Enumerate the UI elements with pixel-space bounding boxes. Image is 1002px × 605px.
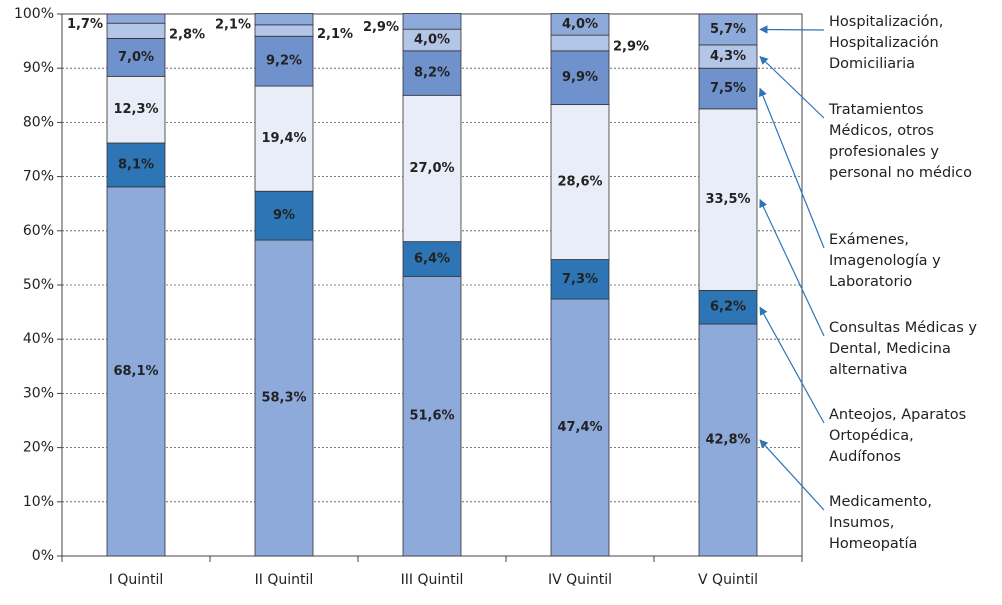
value-label: 1,7% — [67, 17, 103, 32]
bar-segment — [106, 75, 166, 144]
bar-segment — [550, 34, 610, 52]
y-tick-label: 90% — [23, 60, 54, 76]
bar-segment — [106, 186, 166, 557]
bar-segment — [550, 13, 610, 36]
value-label: 2,1% — [215, 18, 251, 33]
value-label: 9% — [273, 208, 295, 223]
x-tick-label: III Quintil — [401, 572, 464, 588]
y-tick-label: 0% — [32, 548, 54, 564]
y-tick-label: 60% — [23, 223, 54, 239]
bar-segment — [106, 37, 166, 77]
bar-segment — [402, 241, 462, 277]
legend-label: Consultas Médicas y Dental, Medicina alt… — [829, 320, 977, 378]
value-label: 9,2% — [266, 54, 302, 69]
legend-label: Exámenes, Imagenología y Laboratorio — [829, 232, 941, 290]
y-tick-label: 40% — [23, 331, 54, 347]
value-label: 2,9% — [363, 20, 399, 35]
bar-segment — [254, 35, 314, 87]
value-label: 2,9% — [613, 39, 649, 54]
bar-segment — [254, 24, 314, 37]
bar-segment — [698, 13, 758, 46]
value-label: 9,9% — [562, 70, 598, 85]
bar-segment — [550, 104, 610, 260]
y-tick-label: 100% — [14, 6, 54, 22]
value-label: 7,0% — [118, 50, 154, 65]
value-label: 51,6% — [409, 409, 454, 424]
bar-segment — [402, 13, 462, 30]
value-label: 7,5% — [710, 81, 746, 96]
bar-segment — [402, 94, 462, 243]
bar-segment — [254, 85, 314, 192]
value-label: 4,0% — [562, 17, 598, 32]
x-tick-label: II Quintil — [255, 572, 314, 588]
x-tick-label: V Quintil — [698, 572, 758, 588]
bar-segment — [254, 190, 314, 241]
value-label: 58,3% — [261, 391, 306, 406]
value-label: 12,3% — [113, 102, 158, 117]
legend-label: Tratamientos Médicos, otros profesionale… — [829, 102, 973, 181]
legend-arrow — [759, 439, 825, 511]
value-label: 5,7% — [710, 22, 746, 37]
y-tick-label: 70% — [23, 169, 54, 185]
x-tick-label: I Quintil — [109, 572, 164, 588]
value-label: 4,0% — [414, 33, 450, 48]
value-label: 8,1% — [118, 157, 154, 172]
y-tick-label: 30% — [23, 385, 54, 401]
y-tick-label: 20% — [23, 440, 54, 456]
bar-segment — [402, 275, 462, 557]
legend-arrow — [759, 306, 825, 424]
value-label: 6,4% — [414, 251, 450, 266]
value-label: 2,8% — [169, 27, 205, 42]
value-label: 2,1% — [317, 27, 353, 42]
bar-segment — [698, 290, 758, 325]
value-label: 8,2% — [414, 66, 450, 81]
bar-segment — [402, 50, 462, 96]
value-label: 4,3% — [710, 49, 746, 64]
legend-arrow — [759, 198, 825, 337]
bar-segment — [698, 323, 758, 557]
value-label: 6,2% — [710, 300, 746, 315]
bar-segment — [254, 239, 314, 557]
value-label: 68,1% — [113, 364, 158, 379]
value-label: 28,6% — [557, 175, 602, 190]
x-tick-label: IV Quintil — [548, 572, 612, 588]
value-label: 33,5% — [705, 192, 750, 207]
bar-segment — [254, 13, 314, 26]
legend-arrow — [759, 25, 825, 34]
y-tick-label: 80% — [23, 114, 54, 130]
legend-arrow — [759, 55, 825, 119]
bar-segment — [550, 298, 610, 557]
bar-segment — [106, 13, 166, 24]
legend-arrow — [758, 87, 825, 249]
bar-segment — [106, 142, 166, 188]
value-label: 27,0% — [409, 161, 454, 176]
legend-label: Anteojos, Aparatos Ortopédica, Audífonos — [829, 407, 967, 465]
bar-segment — [698, 67, 758, 110]
value-label: 19,4% — [261, 131, 306, 146]
legend-label: Medicamento, Insumos, Homeopatía — [829, 494, 932, 552]
value-label: 7,3% — [562, 272, 598, 287]
value-label: 42,8% — [705, 433, 750, 448]
y-tick-label: 50% — [23, 277, 54, 293]
y-tick-label: 10% — [23, 494, 54, 510]
value-label: 47,4% — [557, 420, 602, 435]
legend-label: Hospitalización, Hospitalización Domicil… — [829, 14, 944, 72]
bar-segment — [106, 22, 166, 39]
